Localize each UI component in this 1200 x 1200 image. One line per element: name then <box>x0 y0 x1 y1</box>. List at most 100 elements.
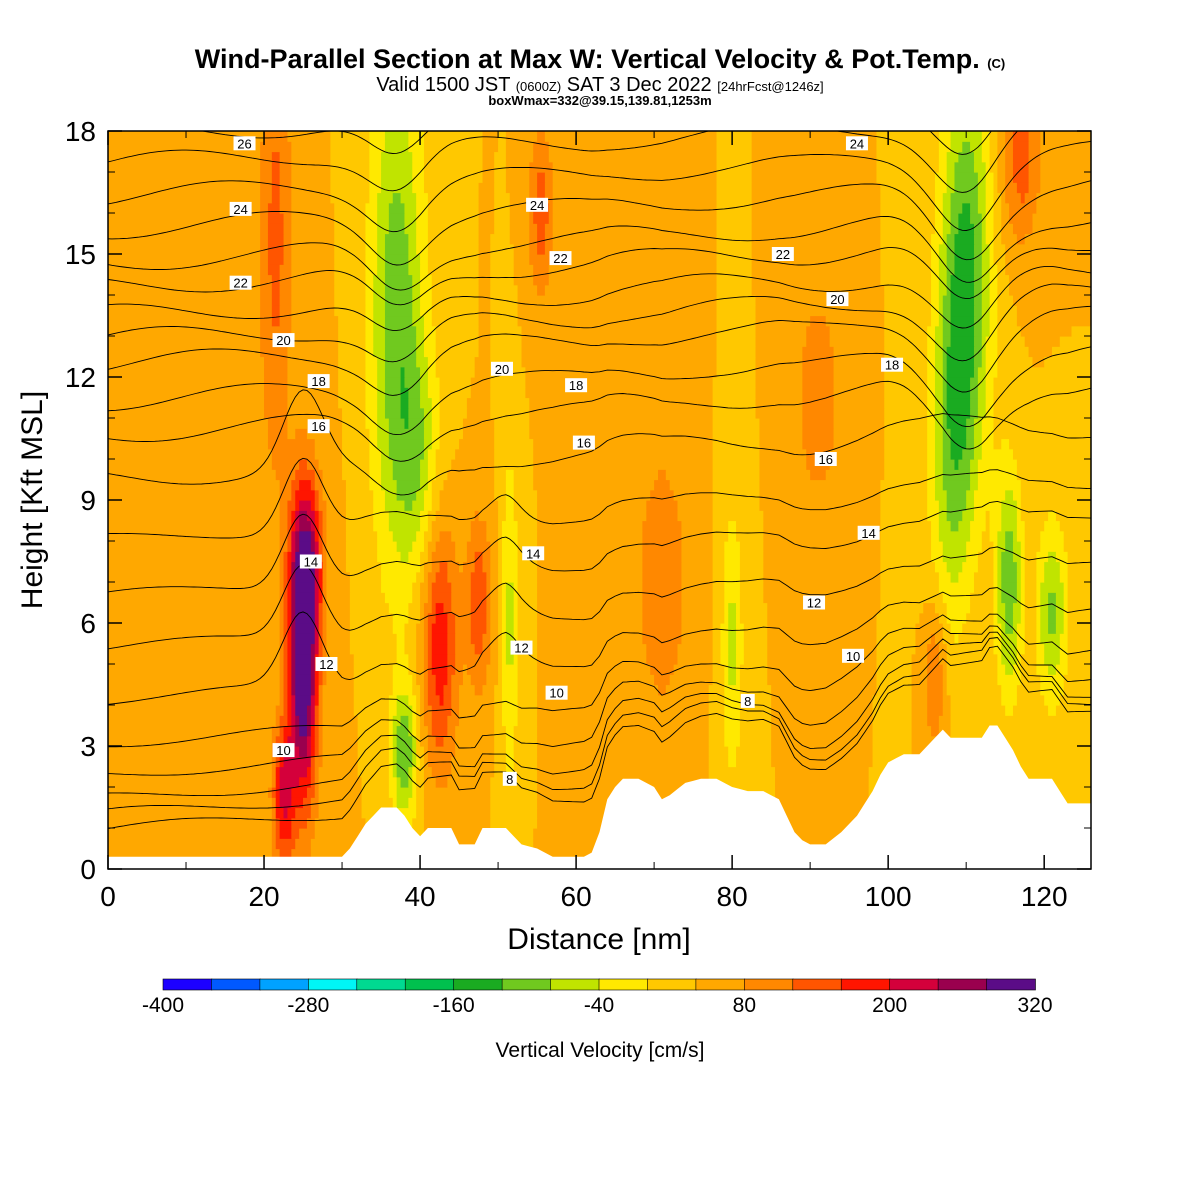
velocity-cell <box>439 500 499 511</box>
velocity-cell <box>981 151 991 163</box>
velocity-cell <box>759 469 811 481</box>
velocity-cell <box>384 407 402 419</box>
velocity-cell <box>279 500 289 511</box>
velocity-cell <box>934 479 944 491</box>
velocity-cell <box>544 131 718 142</box>
velocity-cell <box>310 807 320 819</box>
velocity-cell <box>279 202 292 214</box>
velocity-cell <box>938 151 948 163</box>
colorbar-label: Vertical Velocity [cm/s] <box>496 1039 705 1062</box>
contour-label-text: 22 <box>776 247 790 262</box>
x-tick-label: 40 <box>404 881 435 912</box>
velocity-cell <box>993 243 1006 255</box>
velocity-cell <box>435 602 445 614</box>
velocity-cell <box>505 725 515 737</box>
contour-label-text: 22 <box>233 276 247 291</box>
velocity-cell <box>642 571 683 583</box>
velocity-cell <box>537 653 647 665</box>
velocity-cell <box>435 612 448 624</box>
velocity-cell <box>927 366 936 378</box>
colorbar-swatch <box>259 978 310 991</box>
velocity-cell <box>466 397 491 409</box>
velocity-cell <box>314 735 320 747</box>
velocity-cell <box>443 602 452 614</box>
velocity-cell <box>334 305 367 317</box>
velocity-cell <box>1024 643 1037 655</box>
velocity-cell <box>439 418 464 429</box>
velocity-cell <box>942 295 952 306</box>
velocity-cell <box>505 479 515 491</box>
velocity-cell <box>498 633 503 645</box>
velocity-cell <box>486 582 491 593</box>
velocity-cell <box>283 664 289 675</box>
velocity-cell <box>381 469 394 481</box>
velocity-cell <box>392 684 413 696</box>
velocity-cell <box>950 305 975 317</box>
velocity-cell <box>423 766 433 778</box>
velocity-cell <box>981 315 991 327</box>
velocity-cell <box>108 664 281 675</box>
velocity-cell <box>431 428 441 440</box>
velocity-cell <box>326 664 355 675</box>
velocity-cell <box>322 602 328 614</box>
velocity-cell <box>420 725 429 737</box>
contour-label-box <box>526 197 549 212</box>
velocity-cell <box>318 571 324 583</box>
velocity-cell <box>517 633 538 645</box>
velocity-cell <box>482 561 491 573</box>
velocity-cell <box>478 243 491 255</box>
velocity-cell <box>314 674 320 686</box>
contour-label-text: 24 <box>530 198 544 213</box>
velocity-cell <box>412 541 425 552</box>
velocity-cell <box>1059 633 1069 645</box>
velocity-cell <box>365 254 378 265</box>
velocity-cell <box>267 223 285 235</box>
velocity-cell <box>314 602 320 614</box>
velocity-cell <box>326 541 347 552</box>
velocity-cell <box>416 766 425 778</box>
velocity-cell <box>872 705 913 716</box>
velocity-cell <box>1009 202 1037 214</box>
velocity-cell <box>306 725 312 737</box>
velocity-cell <box>412 674 417 686</box>
velocity-cell <box>384 592 413 604</box>
velocity-cell <box>260 223 269 235</box>
velocity-cell <box>736 530 764 542</box>
velocity-cell <box>1067 582 1091 593</box>
velocity-cell <box>942 387 948 399</box>
velocity-cell <box>466 541 491 552</box>
velocity-cell <box>490 551 499 563</box>
velocity-cell <box>1005 243 1091 255</box>
velocity-cell <box>498 571 503 583</box>
velocity-cell <box>1024 633 1037 645</box>
velocity-cell <box>373 520 390 532</box>
velocity-cell <box>271 161 281 173</box>
velocity-cell <box>537 172 546 183</box>
velocity-cell <box>802 387 835 399</box>
velocity-cell <box>486 674 499 686</box>
velocity-cell <box>1028 172 1041 183</box>
velocity-cell <box>985 223 995 235</box>
velocity-cell <box>287 592 292 604</box>
velocity-cell <box>416 776 425 788</box>
velocity-cell <box>322 489 347 501</box>
velocity-cell <box>384 325 417 337</box>
velocity-cell <box>322 705 355 716</box>
velocity-cell <box>931 541 944 552</box>
velocity-cell <box>1036 202 1091 214</box>
velocity-cell <box>681 623 714 634</box>
velocity-cell <box>384 233 409 245</box>
velocity-cell <box>1012 664 1022 675</box>
velocity-cell <box>310 674 316 686</box>
velocity-cell <box>884 336 928 347</box>
velocity-cell <box>295 582 316 593</box>
velocity-cell <box>295 489 316 501</box>
velocity-cell <box>462 561 476 573</box>
velocity-cell <box>494 448 534 460</box>
velocity-cell <box>973 243 983 255</box>
velocity-cell <box>482 684 495 696</box>
velocity-cell <box>985 346 998 358</box>
velocity-cell <box>537 530 644 542</box>
velocity-cell <box>642 541 683 552</box>
velocity-cell <box>388 418 406 429</box>
